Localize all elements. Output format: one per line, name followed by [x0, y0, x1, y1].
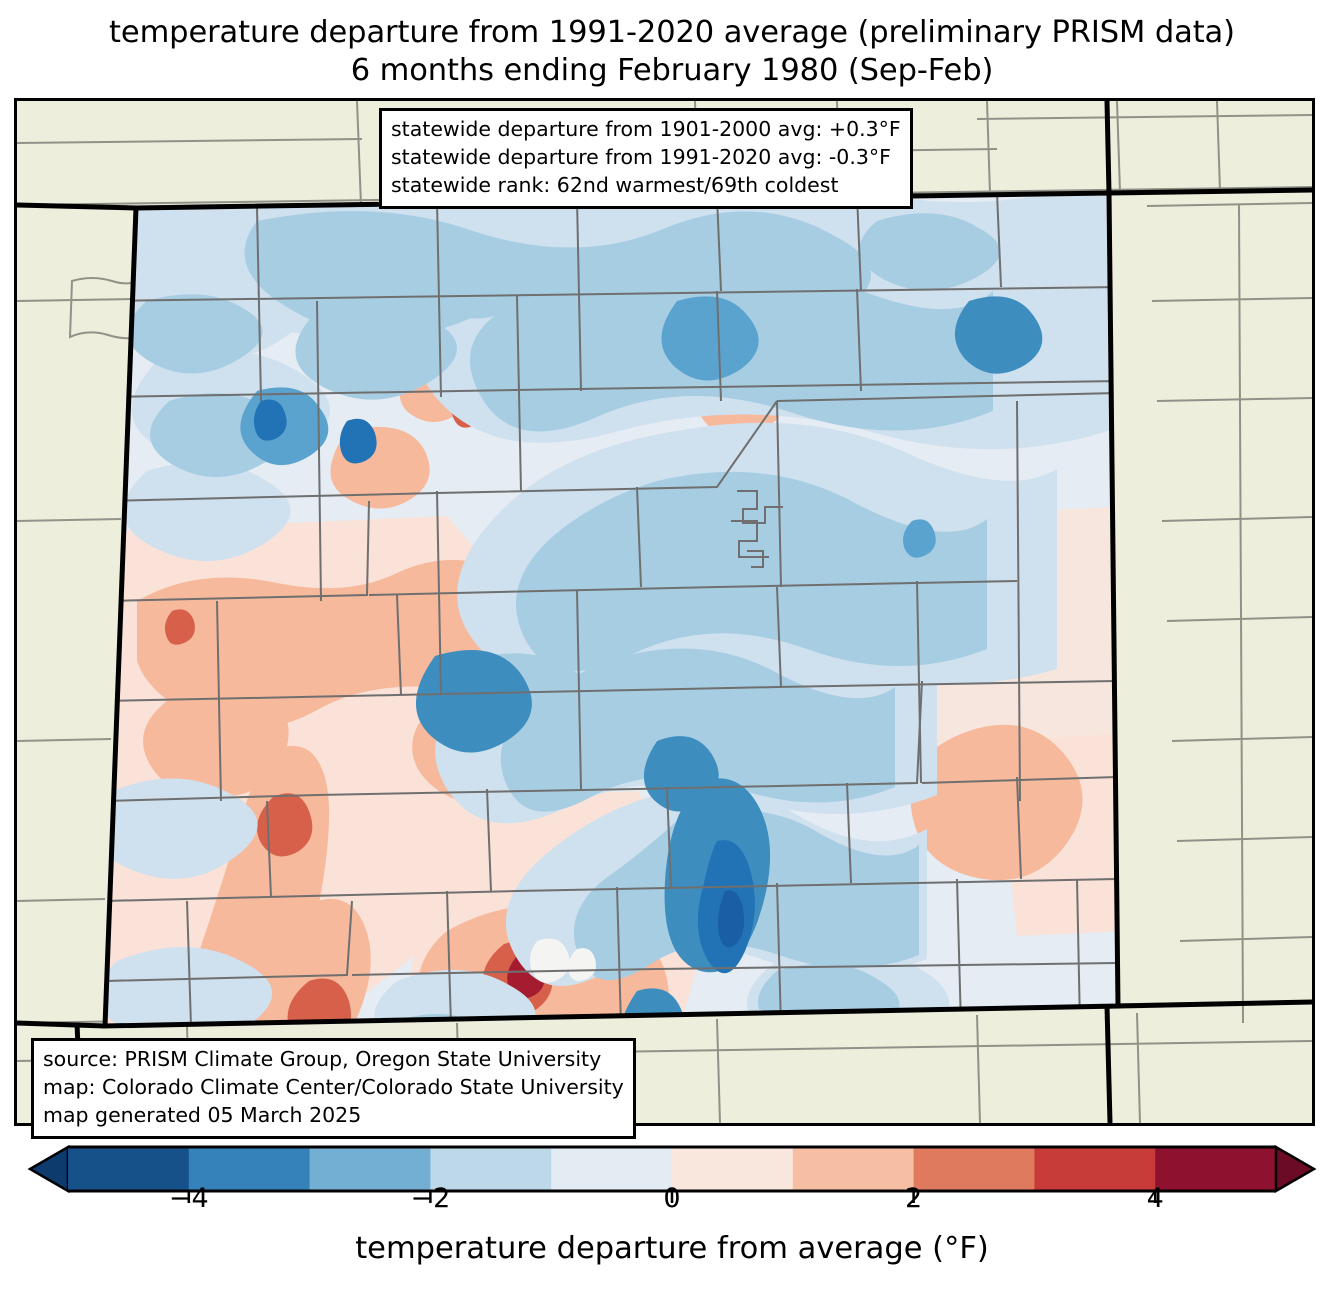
colorbar-band: [1034, 1147, 1156, 1191]
colorado-county-lines: [105, 193, 1118, 1026]
map-credit-line: map: Colorado Climate Center/Colorado St…: [43, 1074, 624, 1099]
colorbar-tick-label: 2: [905, 1183, 923, 1214]
colorbar-band: [188, 1147, 311, 1191]
title-line-1: temperature departure from 1991-2020 ave…: [109, 15, 1235, 50]
colorbar-tick-label: 4: [1146, 1183, 1164, 1214]
map-generated-line: map generated 05 March 2025: [43, 1102, 362, 1127]
colorbar-tick-label: −2: [410, 1183, 451, 1214]
stat-departure-1991-2020: statewide departure from 1991-2020 avg: …: [391, 144, 891, 169]
colorbar-region: −4 −2 0 2 4 temperature departure from avera…: [0, 1139, 1344, 1299]
source-line: source: PRISM Climate Group, Oregon Stat…: [43, 1047, 602, 1071]
colorbar: [27, 1144, 1317, 1203]
colorbar-band: [430, 1147, 552, 1191]
colorbar-over-cap: [1274, 1144, 1317, 1194]
colorbar-band: [551, 1147, 673, 1191]
colorbar-band: [68, 1147, 190, 1191]
statewide-statistics-box: statewide departure from 1901-2000 avg: …: [379, 108, 913, 209]
colorbar-axis-label: temperature departure from average (°F): [355, 1231, 989, 1266]
colorado-anomaly-map: [17, 101, 1312, 1123]
colorbar-bands: [27, 1144, 1317, 1194]
title-line-2: 6 months ending February 1980 (Sep-Feb): [350, 52, 994, 88]
colorbar-under-cap: [27, 1144, 70, 1194]
temperature-anomaly-field: [105, 193, 1118, 1026]
colorbar-band: [309, 1147, 431, 1191]
colorbar-band: [1155, 1147, 1277, 1191]
colorbar-band: [792, 1147, 915, 1191]
colorbar-tick-label: −4: [168, 1183, 209, 1214]
source-credits-box: source: PRISM Climate Group, Oregon Stat…: [31, 1038, 636, 1139]
colorbar-band: [672, 1147, 794, 1191]
stat-statewide-rank: statewide rank: 62nd warmest/69th coldes…: [391, 172, 839, 197]
colorbar-band: [913, 1147, 1035, 1191]
figure-title: temperature departure from 1991-2020 ave…: [0, 14, 1344, 90]
colorbar-ticks: [187, 1191, 1157, 1203]
map-panel: [14, 98, 1315, 1126]
stat-departure-1901-2000: statewide departure from 1901-2000 avg: …: [391, 117, 901, 141]
colorbar-tick-label: 0: [663, 1183, 681, 1214]
